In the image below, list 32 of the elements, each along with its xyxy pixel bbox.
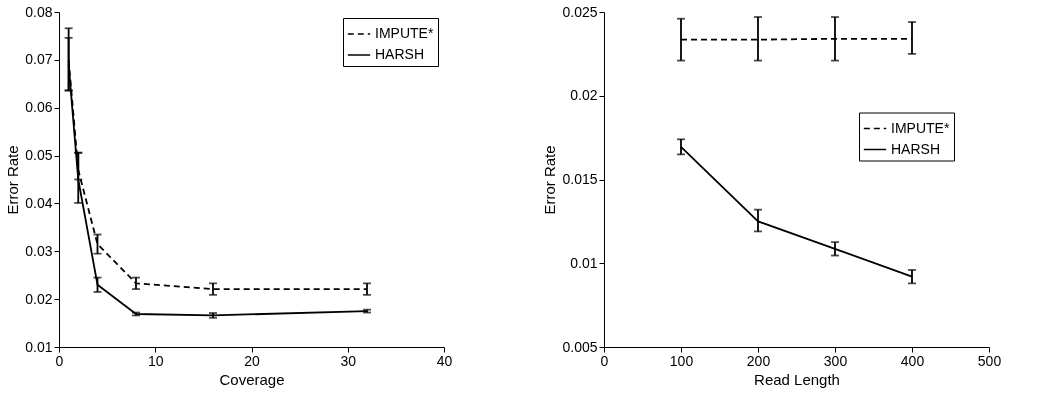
y-tick-label: 0.025 [562,3,598,20]
y-tick-label: 0.04 [25,194,53,211]
legend-label: IMPUTE* [891,119,950,136]
x-axis-title: Coverage [219,370,285,388]
x-tick-label: 100 [669,352,694,369]
y-tick-label: 0.06 [25,99,53,116]
x-axis-title: Read Length [754,370,840,388]
y-tick-label: 0.005 [562,338,598,355]
y-tick-label: 0.01 [570,254,598,271]
x-tick-label: 0 [55,352,64,369]
y-tick-label: 0.08 [25,3,53,20]
x-tick-label: 30 [340,352,357,369]
y-axis-title: Error Rate [541,145,559,215]
x-tick-label: 500 [977,352,1002,369]
y-axis-title: Error Rate [4,145,22,215]
legend-label: IMPUTE* [375,25,434,41]
x-tick-label: 10 [147,352,164,369]
y-tick-label: 0.01 [25,338,53,355]
y-tick-label: 0.02 [25,290,53,307]
y-tick-label: 0.02 [570,87,598,104]
x-tick-label: 400 [900,352,925,369]
y-tick-label: 0.07 [25,51,53,68]
x-tick-label: 40 [436,352,453,369]
x-tick-label: 20 [244,352,260,369]
legend-label: HARSH [375,46,425,62]
y-tick-label: 0.015 [562,171,598,187]
x-tick-label: 300 [823,352,848,369]
x-tick-label: 200 [746,352,771,369]
y-tick-label: 0.05 [25,147,53,164]
x-tick-label: 0 [600,352,609,369]
y-tick-label: 0.03 [25,242,53,259]
legend-label: HARSH [891,140,941,157]
